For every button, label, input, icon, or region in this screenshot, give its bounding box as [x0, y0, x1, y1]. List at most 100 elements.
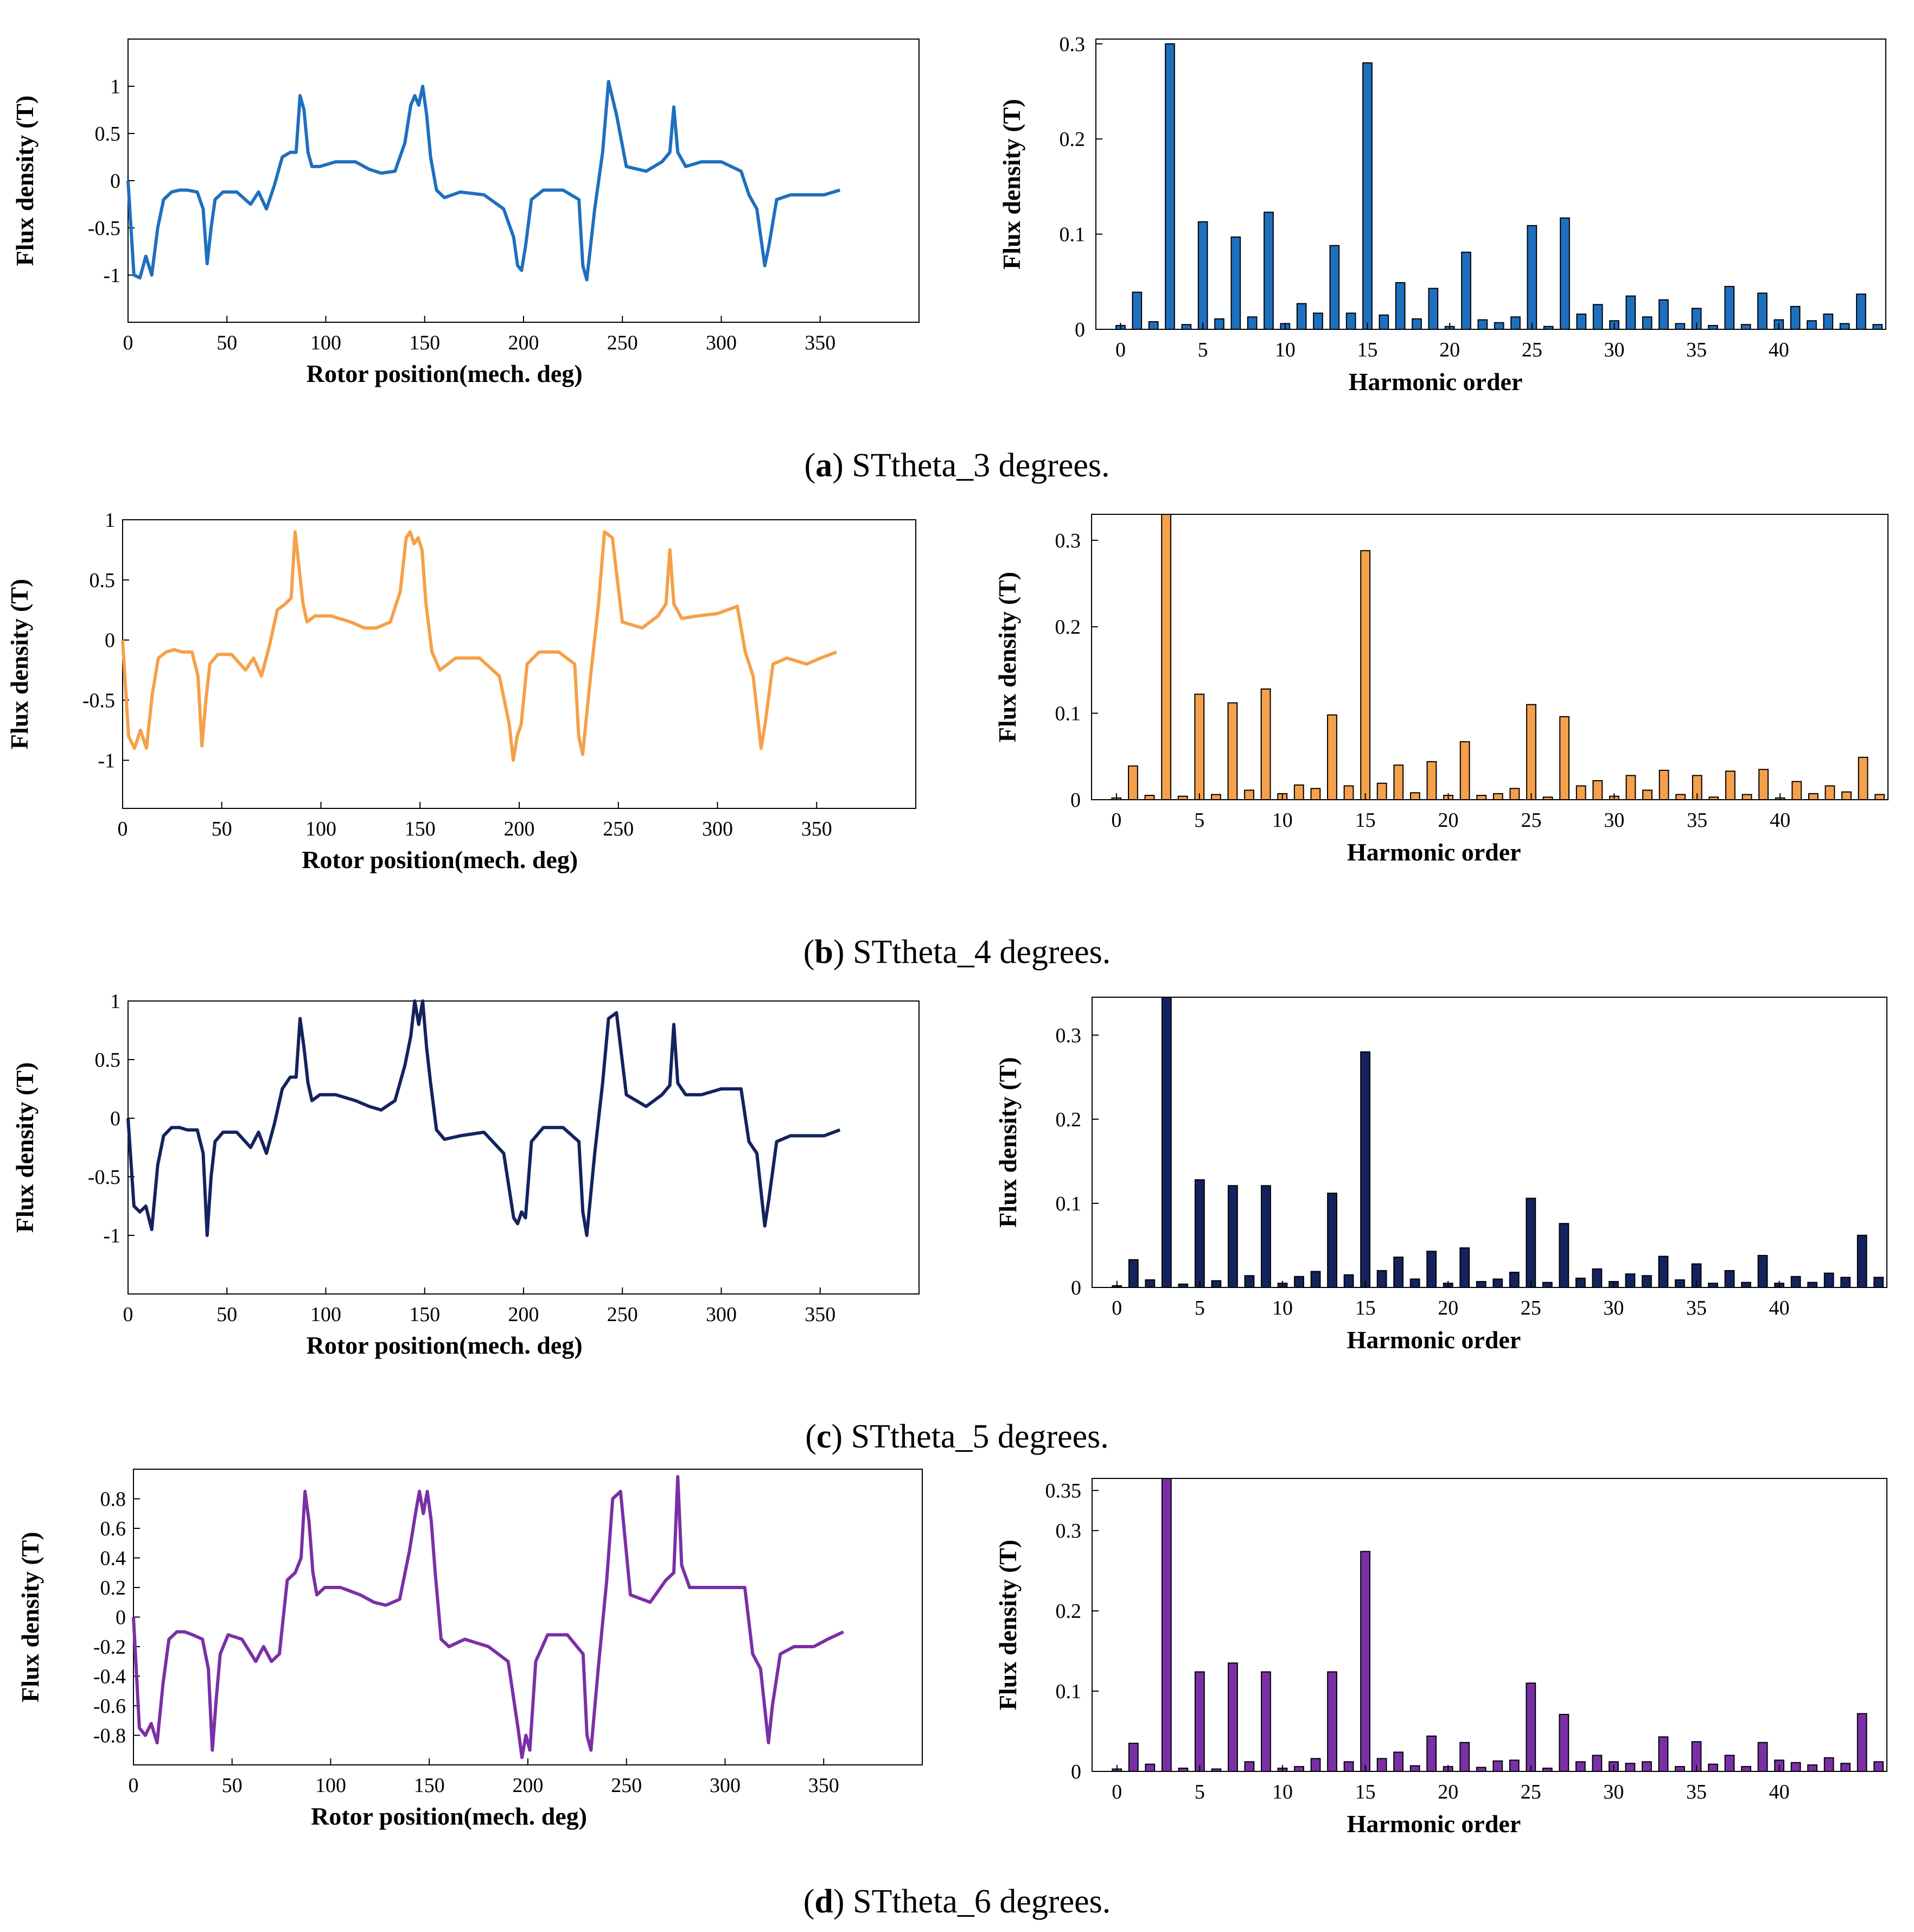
x-tick-label: 350: [801, 818, 832, 840]
harmonic-bar: [1839, 323, 1850, 330]
harmonic-bar: [1757, 292, 1768, 330]
harmonic-bar: [1823, 1757, 1834, 1772]
harmonic-bar: [1492, 1760, 1503, 1772]
line-chart-d: 0 50 100 150 200 250 300 350 -0.8 -0.6 -0.4 -0.2 0 0.…: [16, 1469, 923, 1830]
line-chart-c: 0 50 100 150 200 250 300 350 -1 -0.5 0 0.5 1 Rotor po…: [11, 990, 920, 1359]
harmonic-bar: [1790, 1276, 1801, 1288]
harmonic-bar: [1459, 1247, 1470, 1289]
harmonic-bar: [1264, 212, 1274, 330]
harmonic-bar: [1708, 324, 1718, 330]
harmonic-bar: [1343, 1761, 1354, 1772]
caption-paren-close: ): [832, 447, 852, 484]
y-tick-label: 0.5: [95, 1049, 121, 1072]
x-tick-label: 150: [409, 331, 440, 354]
harmonic-bar: [1461, 251, 1471, 330]
harmonic-bar: [1194, 1671, 1205, 1772]
harmonic-bar: [1559, 1223, 1570, 1289]
x-tick-label: 10: [1275, 339, 1296, 361]
x-tick-label: 200: [513, 1774, 544, 1797]
caption-text: STtheta_5 degrees.: [851, 1418, 1109, 1455]
y-axis-label: Flux density (T): [5, 579, 33, 749]
harmonic-bar: [1758, 769, 1769, 801]
harmonic-bar: [1675, 1279, 1685, 1288]
harmonic-bar: [1724, 1755, 1735, 1772]
harmonic-bar: [1724, 286, 1735, 330]
harmonic-bar: [1161, 1478, 1172, 1772]
x-tick-label: 25: [1521, 1781, 1541, 1803]
harmonic-bar: [1360, 1551, 1370, 1772]
harmonic-bar: [1476, 1281, 1486, 1289]
caption-letter: d: [814, 1883, 833, 1920]
x-tick-label: 300: [702, 818, 733, 840]
x-tick-label: 0: [123, 1303, 133, 1326]
harmonic-bar: [1360, 1051, 1370, 1289]
harmonic-bar: [1527, 225, 1537, 330]
y-tick-label: 1: [105, 509, 115, 532]
x-tick-label: 40: [1769, 1297, 1790, 1319]
harmonic-bar: [1873, 1761, 1884, 1772]
y-tick-label: 0.3: [1060, 33, 1086, 56]
bar-chart-a: 0 5 10 15 20 25 30 35 40 0 0.1 0.2 0.3 Harmonic order…: [998, 33, 1886, 396]
harmonic-bar: [1658, 299, 1669, 330]
harmonic-bar: [1492, 793, 1503, 800]
x-tick-label: 10: [1272, 809, 1293, 832]
x-tick-label: 0: [1115, 339, 1126, 361]
harmonic-bar: [1261, 1671, 1271, 1772]
harmonic-bar: [1144, 795, 1155, 800]
harmonic-bar: [1823, 313, 1834, 330]
harmonic-bar: [1625, 775, 1636, 801]
panel-caption: (d) STtheta_6 degrees.: [803, 1883, 1111, 1920]
panel-caption: (b) STtheta_4 degrees.: [803, 934, 1111, 971]
harmonic-bar: [1873, 1277, 1884, 1289]
harmonic-bar: [1310, 1271, 1321, 1288]
harmonic-bar: [1509, 1272, 1520, 1288]
harmonic-bar: [1856, 294, 1866, 330]
harmonic-bar: [1592, 304, 1603, 330]
x-tick-label: 50: [216, 331, 237, 354]
x-tick-label: 30: [1603, 1781, 1624, 1803]
x-tick-label: 40: [1770, 809, 1790, 832]
harmonic-bar: [1874, 794, 1885, 801]
y-tick-label: 0: [1075, 318, 1085, 341]
harmonic-bar: [1658, 1736, 1669, 1772]
harmonic-bar: [1724, 1270, 1735, 1289]
x-tick-label: 15: [1355, 809, 1376, 832]
y-tick-label: 0.6: [100, 1517, 126, 1540]
x-tick-label: 100: [310, 331, 341, 354]
harmonic-bar: [1244, 789, 1254, 801]
harmonic-bar: [1228, 1662, 1238, 1772]
harmonic-bar: [1642, 1761, 1652, 1772]
x-axis-label: Rotor position(mech. deg): [307, 1331, 583, 1359]
harmonic-bar: [1559, 716, 1570, 800]
harmonic-bar: [1211, 1280, 1222, 1289]
x-tick-label: 5: [1194, 809, 1204, 832]
harmonic-bar: [1393, 764, 1404, 801]
x-axis-label: Rotor position(mech. deg): [311, 1802, 587, 1830]
harmonic-bar: [1477, 319, 1488, 330]
line-plot-frame: [127, 1000, 920, 1295]
line-plot-frame: [133, 1469, 923, 1765]
harmonic-bar: [1228, 1185, 1238, 1288]
y-tick-label: -0.6: [93, 1695, 126, 1718]
y-tick-label: -0.8: [93, 1725, 126, 1748]
harmonic-bar: [1230, 236, 1241, 330]
harmonic-bar: [1625, 1763, 1636, 1772]
x-tick-label: 350: [805, 1303, 835, 1326]
harmonic-bar: [1194, 1179, 1205, 1289]
x-axis-label: Harmonic order: [1347, 1810, 1521, 1838]
harmonic-bar: [1872, 324, 1883, 330]
harmonic-bar: [1725, 770, 1736, 801]
x-axis-label: Rotor position(mech. deg): [307, 360, 583, 387]
harmonic-bar: [1294, 1766, 1304, 1772]
y-tick-label: 0: [110, 170, 120, 193]
y-tick-label: 0.1: [1060, 224, 1086, 246]
harmonic-bar: [1757, 1255, 1768, 1289]
bar-chart-d: 0 5 10 15 20 25 30 35 40 0 0.1 0.2 0.3 0.35 Harmonic o…: [994, 1478, 1887, 1838]
caption-paren-open: (: [805, 1418, 816, 1455]
harmonic-bar: [1494, 322, 1504, 330]
x-tick-label: 250: [607, 331, 638, 354]
harmonic-bar: [1807, 1281, 1818, 1288]
harmonic-bar: [1345, 313, 1356, 330]
